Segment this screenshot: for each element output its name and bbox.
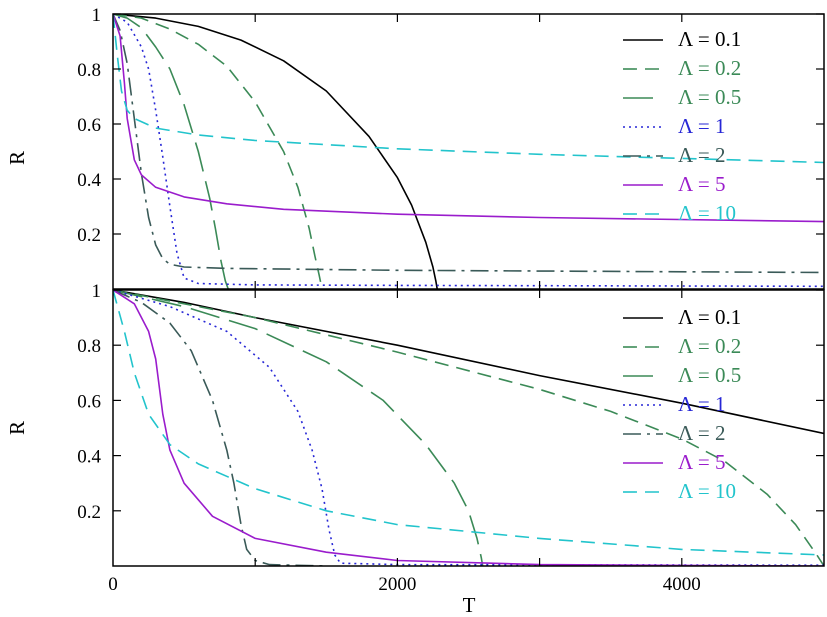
y-tick-label-top-3: 0.4 <box>77 170 101 191</box>
y-tick-label-top-1: 0.8 <box>77 60 101 81</box>
series-line-top-0 <box>113 14 438 289</box>
y-tick-label-bottom-1: 0.8 <box>77 336 101 357</box>
legend-bottom: Λ = 0.1 Λ = 0.2 Λ = 0.5 Λ = 1 Λ = 2 Λ = 5 Λ = … <box>623 305 741 503</box>
series-line-bottom-5 <box>113 290 824 566</box>
legend-label-top-2: Λ = 0.5 <box>678 85 741 109</box>
series-line-bottom-4 <box>113 290 327 566</box>
legend-label-bottom-6: Λ = 10 <box>678 479 736 503</box>
series-line-bottom-6 <box>113 290 824 556</box>
series-line-top-2 <box>113 14 229 289</box>
legend-label-bottom-2: Λ = 0.5 <box>678 363 741 387</box>
legend-label-bottom-0: Λ = 0.1 <box>678 305 741 329</box>
series-line-bottom-1 <box>113 290 824 566</box>
legend-label-bottom-5: Λ = 5 <box>678 450 726 474</box>
panel-bottom: 10.80.60.40.20 2000 4000 Λ = 0.1Λ = 0.2Λ =… <box>5 281 824 617</box>
ticks-top: 1 0.8 0.6 0.4 0.2 <box>77 5 824 289</box>
legend-label-bottom-1: Λ = 0.2 <box>678 334 741 358</box>
series-line-bottom-0 <box>113 290 824 435</box>
series-line-top-5 <box>113 14 824 223</box>
ticks-bottom: 1 0.8 0.6 0.4 0.2 0 2000 4000 <box>77 281 824 595</box>
legend-top: Λ = 0.1 Λ = 0.2 Λ = 0.5 Λ = 1 Λ = 2 Λ = 5 Λ = … <box>623 27 741 225</box>
curves-top <box>113 14 824 289</box>
y-tick-label-top-0: 1 <box>92 5 102 26</box>
legend-label-top-5: Λ = 5 <box>678 172 726 196</box>
axes-frames <box>112 13 825 567</box>
y-axis-label-top: R <box>5 151 29 165</box>
panel-top: 1 0.8 0.6 0.4 0.2 Λ = 0.1 Λ = 0.2 Λ = 0.5 Λ = 1… <box>5 5 824 289</box>
frame-top <box>112 13 825 290</box>
y-tick-label-bottom-2: 0.6 <box>77 391 101 412</box>
x-tick-label-1: 2000 <box>378 574 416 595</box>
legend-label-bottom-3: Λ = 1 <box>678 392 726 416</box>
series-line-top-4 <box>113 14 824 274</box>
y-tick-label-bottom-3: 0.4 <box>77 447 101 468</box>
legend-label-bottom-4: Λ = 2 <box>678 421 726 445</box>
series-line-top-6 <box>113 14 824 164</box>
legend-label-top-1: Λ = 0.2 <box>678 56 741 80</box>
y-tick-label-top-4: 0.2 <box>77 225 101 246</box>
frame-bottom <box>112 289 825 567</box>
legend-label-top-3: Λ = 1 <box>678 114 726 138</box>
x-tick-label-2: 4000 <box>663 574 701 595</box>
series-line-bottom-2 <box>113 290 484 566</box>
curves-bottom <box>113 290 824 566</box>
x-tick-label-0: 0 <box>108 574 118 595</box>
x-axis-label: T <box>463 593 476 617</box>
y-tick-label-bottom-4: 0.2 <box>77 502 101 523</box>
y-axis-label-bottom: R <box>5 421 29 435</box>
y-tick-label-bottom-0: 1 <box>92 281 102 302</box>
legend-label-top-4: Λ = 2 <box>678 143 726 167</box>
series-line-top-1 <box>113 14 323 289</box>
legend-label-top-6: Λ = 10 <box>678 201 736 225</box>
y-tick-label-top-2: 0.6 <box>77 115 101 136</box>
legend-label-top-0: Λ = 0.1 <box>678 27 741 51</box>
series-line-bottom-3 <box>113 290 824 566</box>
